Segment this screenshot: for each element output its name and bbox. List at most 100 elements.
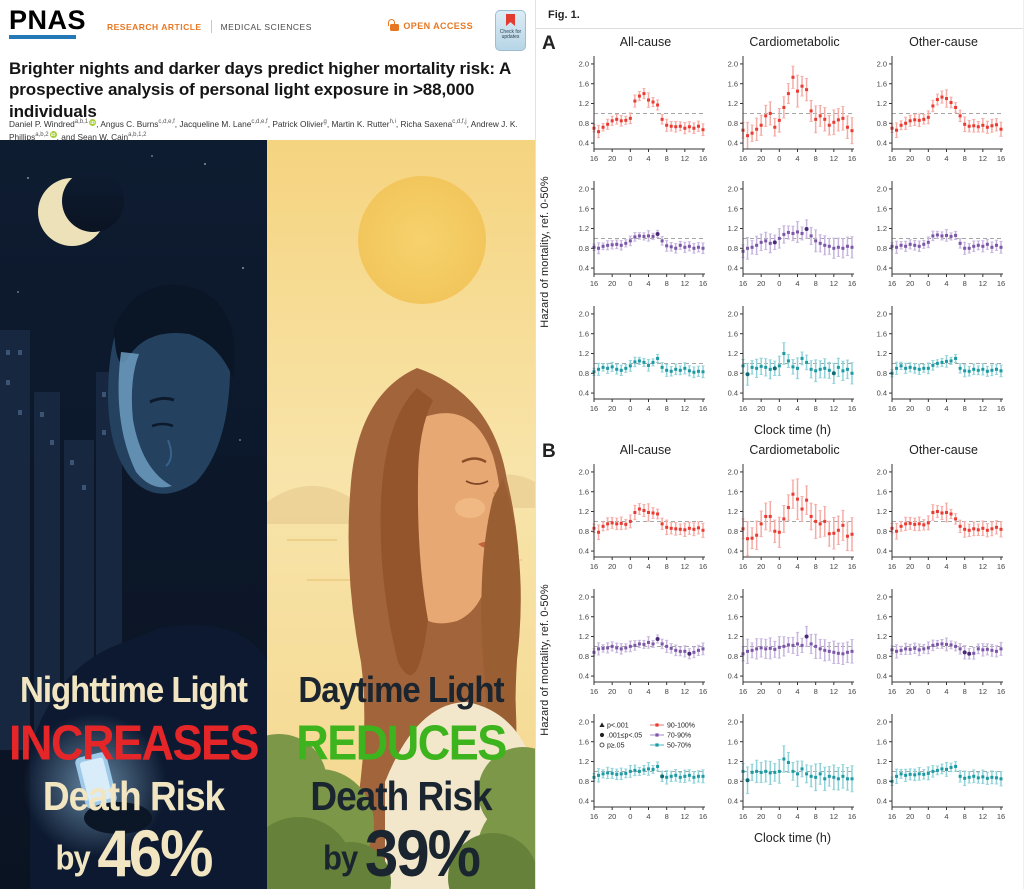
svg-text:0.4: 0.4 [728, 672, 738, 681]
svg-text:12: 12 [830, 154, 838, 163]
svg-text:12: 12 [681, 404, 689, 413]
svg-text:1.6: 1.6 [728, 329, 738, 338]
author-name: Sean W. Cain [77, 132, 129, 143]
svg-text:20: 20 [608, 279, 616, 288]
svg-text:1.6: 1.6 [728, 204, 738, 213]
svg-text:12: 12 [681, 562, 689, 571]
article-column: PNAS RESEARCH ARTICLE MEDICAL SCIENCES O… [0, 6, 535, 889]
subplot-A-90-100%-Other-cause: 0.4 0.8 1.2 1.6 2.0 16 20 0 4 8 12 16 [877, 56, 1005, 163]
author-name: Martin K. Rutter [331, 119, 390, 130]
svg-text:16: 16 [888, 404, 896, 413]
svg-text:8: 8 [665, 279, 669, 288]
svg-text:2.0: 2.0 [877, 468, 887, 477]
svg-text:8: 8 [963, 154, 967, 163]
city-windows [6, 350, 106, 490]
svg-text:12: 12 [681, 279, 689, 288]
svg-text:8: 8 [814, 154, 818, 163]
night-scene: Nighttime Light INCREASES Death Risk by … [0, 140, 267, 889]
article-tags: RESEARCH ARTICLE MEDICAL SCIENCES [107, 20, 312, 33]
svg-text:8: 8 [665, 404, 669, 413]
svg-text:0.4: 0.4 [579, 264, 589, 273]
svg-text:0.4: 0.4 [579, 547, 589, 556]
tag-divider [210, 20, 212, 33]
svg-text:20: 20 [906, 812, 914, 821]
svg-text:12: 12 [830, 812, 838, 821]
x-axis-label: Clock time (h) [753, 831, 832, 845]
svg-text:0: 0 [777, 404, 781, 413]
svg-text:2.0: 2.0 [728, 468, 738, 477]
subplot-A-70-90%-All-cause: 0.4 0.8 1.2 1.6 2.0 16 20 0 4 8 12 16 [579, 181, 707, 288]
orcid-icon[interactable]: iD [89, 118, 97, 126]
orcid-icon[interactable]: iD [49, 131, 57, 139]
green-bushes [267, 734, 535, 889]
svg-text:8: 8 [814, 279, 818, 288]
subplot-B-50-70%-All-cause: 0.4 0.8 1.2 1.6 2.0 16 20 0 4 8 12 16 p<.001 .001≤p<.… [579, 714, 707, 821]
svg-text:16: 16 [848, 687, 856, 696]
svg-text:8: 8 [963, 404, 967, 413]
svg-text:0.8: 0.8 [877, 244, 887, 253]
svg-text:1.2: 1.2 [728, 632, 738, 641]
open-access-link[interactable]: OPEN ACCESS [388, 19, 473, 31]
svg-text:0.8: 0.8 [728, 652, 738, 661]
pnas-logo[interactable]: PNAS [9, 7, 86, 39]
svg-text:0.8: 0.8 [579, 652, 589, 661]
svg-text:12: 12 [979, 404, 987, 413]
svg-text:2.0: 2.0 [877, 718, 887, 727]
subplot-A-90-100%-Cardiometabolic: 0.4 0.8 1.2 1.6 2.0 16 20 0 4 8 12 16 [728, 56, 856, 163]
night-line2: INCREASES [8, 714, 260, 771]
svg-text:2.0: 2.0 [728, 718, 738, 727]
svg-text:2.0: 2.0 [579, 185, 589, 194]
svg-text:1.2: 1.2 [877, 349, 887, 358]
svg-text:0: 0 [777, 687, 781, 696]
svg-text:4: 4 [795, 687, 799, 696]
subplot-B-50-70%-Cardiometabolic: 0.4 0.8 1.2 1.6 2.0 16 20 0 4 8 12 16 [728, 714, 856, 821]
svg-text:0.4: 0.4 [579, 797, 589, 806]
svg-text:0: 0 [628, 687, 632, 696]
svg-text:0.8: 0.8 [728, 369, 738, 378]
svg-text:0.4: 0.4 [728, 139, 738, 148]
author-name: Angus C. Burns [100, 119, 159, 130]
svg-text:20: 20 [906, 687, 914, 696]
svg-text:1.2: 1.2 [877, 507, 887, 516]
svg-text:16: 16 [699, 404, 707, 413]
svg-text:20: 20 [608, 687, 616, 696]
svg-text:1.6: 1.6 [579, 329, 589, 338]
svg-text:12: 12 [681, 812, 689, 821]
svg-text:12: 12 [979, 154, 987, 163]
svg-text:0.4: 0.4 [579, 672, 589, 681]
svg-text:0: 0 [628, 562, 632, 571]
svg-text:1.2: 1.2 [877, 632, 887, 641]
svg-text:2.0: 2.0 [877, 185, 887, 194]
svg-text:16: 16 [997, 154, 1005, 163]
svg-text:4: 4 [646, 812, 650, 821]
column-title: All-cause [619, 35, 672, 49]
svg-text:1.2: 1.2 [728, 99, 738, 108]
svg-text:12: 12 [830, 687, 838, 696]
svg-text:20: 20 [757, 279, 765, 288]
svg-text:0: 0 [926, 279, 930, 288]
night-caption: Nighttime Light INCREASES Death Risk by … [0, 671, 267, 887]
svg-text:16: 16 [590, 687, 598, 696]
subplot-B-70-90%-Other-cause: 0.4 0.8 1.2 1.6 2.0 16 20 0 4 8 12 16 [877, 589, 1005, 696]
check-for-updates-badge[interactable]: Check for updates [495, 10, 526, 51]
subplot-B-70-90%-All-cause: 0.4 0.8 1.2 1.6 2.0 16 20 0 4 8 12 16 [579, 589, 707, 696]
day-line3: Death Risk [310, 773, 492, 819]
svg-text:0.8: 0.8 [579, 527, 589, 536]
author-name: Jacqueline M. Lane [179, 119, 252, 130]
svg-text:0: 0 [926, 562, 930, 571]
svg-text:0.4: 0.4 [728, 264, 738, 273]
subplot-B-70-90%-Cardiometabolic: 0.4 0.8 1.2 1.6 2.0 16 20 0 4 8 12 16 [728, 589, 856, 696]
svg-text:4: 4 [646, 687, 650, 696]
author-name: Daniel P. Windred [9, 119, 75, 130]
svg-text:0.4: 0.4 [728, 797, 738, 806]
svg-text:1.6: 1.6 [579, 612, 589, 621]
svg-text:12: 12 [979, 812, 987, 821]
column-title: Cardiometabolic [749, 35, 840, 49]
svg-text:2.0: 2.0 [728, 310, 738, 319]
svg-text:.001≤p<.05: .001≤p<.05 [607, 732, 642, 739]
svg-text:0.8: 0.8 [579, 244, 589, 253]
night-percent: 46% [97, 816, 213, 889]
svg-text:1.2: 1.2 [728, 349, 738, 358]
svg-text:1.6: 1.6 [877, 79, 887, 88]
svg-text:16: 16 [997, 279, 1005, 288]
